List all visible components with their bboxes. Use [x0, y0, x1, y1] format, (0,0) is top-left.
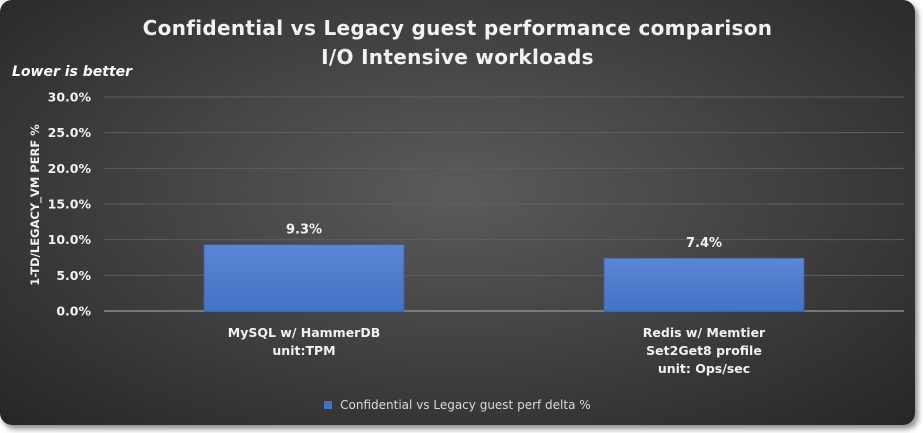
legend-label: Confidential vs Legacy guest perf delta … [340, 398, 591, 412]
y-tick-label: 25.0% [48, 125, 92, 140]
y-tick-label: 5.0% [56, 268, 91, 283]
y-tick-label: 10.0% [48, 232, 92, 247]
y-tick-label: 30.0% [48, 90, 92, 105]
legend-swatch [324, 401, 333, 409]
x-category-labels: MySQL w/ HammerDB unit:TPM Redis w/ Memtie… [228, 325, 766, 376]
x-category-label: MySQL w/ HammerDB [228, 325, 381, 340]
lower-is-better-note: Lower is better [12, 64, 133, 80]
y-tick-labels: 0.0% 5.0% 10.0% 15.0% 20.0% 25.0% 30.0% [48, 90, 92, 319]
data-label: 9.3% [286, 223, 322, 238]
chart-subtitle: I/O Intensive workloads [321, 45, 594, 69]
bar [603, 257, 805, 312]
plot-area: 0.0% 5.0% 10.0% 15.0% 20.0% 25.0% 30.0% 9.3% 7.… [48, 90, 904, 376]
x-category-label: Set2Get8 profile [646, 343, 762, 358]
bars [203, 244, 805, 312]
chart-title: Confidential vs Legacy guest performance… [142, 16, 773, 40]
chart-card: Confidential vs Legacy guest performance… [0, 0, 915, 425]
x-category-label: unit: Ops/sec [658, 361, 750, 376]
y-tick-label: 15.0% [48, 197, 92, 212]
data-label: 7.4% [686, 236, 722, 251]
bar [203, 244, 405, 312]
data-labels: 9.3% 7.4% [286, 223, 722, 252]
legend: Confidential vs Legacy guest perf delta … [0, 398, 915, 412]
y-tick-label: 0.0% [56, 304, 91, 319]
x-category-label: Redis w/ Memtier [643, 325, 766, 340]
y-tick-label: 20.0% [48, 161, 92, 176]
x-category-label: unit:TPM [272, 343, 335, 358]
